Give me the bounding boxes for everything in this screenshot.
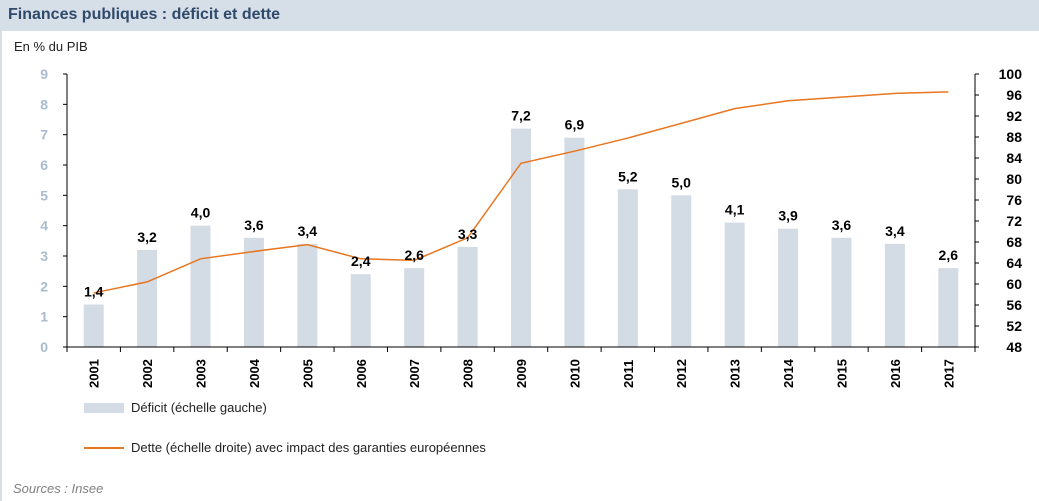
- data-label-2001: 1,4: [84, 284, 104, 300]
- x-tick-label: 2009: [514, 359, 529, 388]
- y-right-tick-label: 80: [1006, 171, 1022, 187]
- x-tick-label: 2011: [621, 360, 636, 388]
- y-left-tick-label: 5: [40, 187, 48, 203]
- data-label-2011: 5,2: [618, 168, 638, 184]
- data-label-2005: 3,4: [298, 223, 318, 239]
- bar-2017: [938, 268, 959, 347]
- y-right-tick-label: 68: [1006, 234, 1022, 250]
- x-tick-label: 2017: [941, 359, 956, 388]
- data-label-2002: 3,2: [137, 229, 157, 245]
- bar-2001: [83, 304, 104, 347]
- bar-2012: [671, 195, 692, 347]
- y-right-tick-label: 72: [1006, 213, 1022, 229]
- x-tick-label: 2004: [247, 358, 262, 388]
- title-bar: [0, 0, 1039, 31]
- debt-line: [93, 91, 949, 294]
- x-tick-label: 2016: [888, 359, 903, 388]
- bar-2014: [778, 228, 799, 347]
- legend-line-label: Dette (échelle droite) avec impact des g…: [131, 440, 486, 455]
- bar-2016: [884, 243, 905, 347]
- x-tick-label: 2001: [87, 359, 102, 388]
- x-tick-label: 2003: [194, 359, 209, 388]
- y-left-tick-label: 0: [40, 339, 48, 355]
- y-left-tick-label: 3: [40, 248, 48, 264]
- x-tick-label: 2007: [407, 359, 422, 388]
- bar-2008: [457, 246, 478, 347]
- data-label-2014: 3,9: [778, 208, 798, 224]
- x-tick-label: 2008: [461, 359, 476, 388]
- bar-2011: [617, 189, 638, 347]
- data-label-2016: 3,4: [885, 223, 905, 239]
- x-tick-label: 2014: [781, 358, 796, 388]
- y-left-tick-label: 1: [40, 309, 48, 325]
- bar-2013: [724, 222, 745, 347]
- y-left-tick-label: 9: [40, 66, 48, 82]
- bar-2002: [137, 249, 158, 347]
- y-right-tick-label: 48: [1006, 339, 1022, 355]
- y-left-tick-label: 4: [40, 218, 48, 234]
- y-right-tick-label: 60: [1006, 276, 1022, 292]
- y-right-tick-label: 92: [1006, 108, 1022, 124]
- y-right-tick-label: 56: [1006, 297, 1022, 313]
- unit-label: En % du PIB: [14, 39, 88, 54]
- bar-2003: [190, 225, 211, 347]
- frame-border: [0, 31, 2, 501]
- data-label-2012: 5,0: [672, 174, 692, 190]
- x-tick-label: 2006: [354, 359, 369, 388]
- bar-2009: [511, 128, 531, 347]
- data-label-2008: 3,3: [458, 226, 478, 242]
- legend-line-swatch: [84, 447, 124, 449]
- data-label-2007: 2,6: [404, 247, 424, 263]
- source-note: Sources : Insee: [13, 481, 104, 496]
- y-left-tick-label: 2: [40, 278, 48, 294]
- bar-2005: [297, 243, 318, 347]
- x-tick-label: 2002: [140, 359, 155, 388]
- bar-2006: [350, 274, 371, 347]
- y-right-tick-label: 84: [1006, 150, 1022, 166]
- x-tick-label: 2010: [567, 359, 582, 388]
- bar-2015: [831, 237, 852, 347]
- x-tick-label: 2012: [674, 359, 689, 388]
- legend-bar-swatch: [84, 403, 124, 413]
- y-left-tick-label: 7: [40, 127, 48, 143]
- data-label-2006: 2,4: [351, 253, 371, 269]
- data-label-2017: 2,6: [939, 247, 959, 263]
- y-right-tick-label: 52: [1006, 318, 1022, 334]
- y-left-tick-label: 8: [40, 96, 48, 112]
- data-label-2010: 6,9: [565, 117, 585, 133]
- bar-2007: [404, 268, 425, 347]
- y-right-tick-label: 96: [1006, 87, 1022, 103]
- data-label-2015: 3,6: [832, 217, 852, 233]
- y-right-tick-label: 100: [999, 66, 1023, 82]
- chart-title: Finances publiques : déficit et dette: [8, 6, 281, 23]
- bar-2004: [243, 237, 264, 347]
- data-label-2009: 7,2: [511, 108, 531, 124]
- data-label-2003: 4,0: [191, 205, 211, 221]
- y-right-tick-label: 64: [1006, 255, 1022, 271]
- y-right-tick-label: 76: [1006, 192, 1022, 208]
- x-tick-label: 2005: [300, 359, 315, 388]
- y-right-tick-label: 88: [1006, 129, 1022, 145]
- data-label-2013: 4,1: [725, 202, 745, 218]
- legend-bar-label: Déficit (échelle gauche): [131, 400, 267, 415]
- x-tick-label: 2015: [834, 359, 849, 388]
- data-label-2004: 3,6: [244, 217, 264, 233]
- x-tick-label: 2013: [728, 359, 743, 388]
- y-left-tick-label: 6: [40, 157, 48, 173]
- bar-2010: [564, 137, 585, 347]
